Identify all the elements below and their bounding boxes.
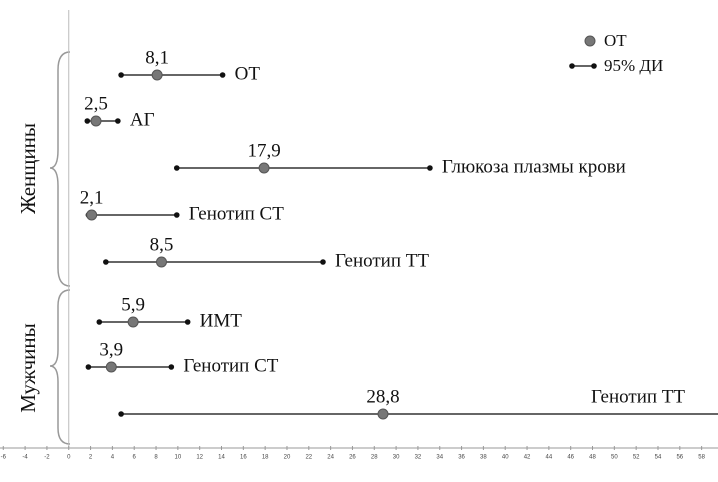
x-tick-label: 36 [458,455,465,461]
ci-low [84,118,91,124]
x-tick-label: -4 [22,455,28,461]
x-tick-label: 48 [589,455,596,461]
x-tick-label: 24 [327,455,334,461]
legend-end [591,63,597,69]
row-label: Генотип ТТ [591,386,685,407]
row-label: ИМТ [200,310,243,331]
ci-high [219,72,226,78]
x-tick-label: 44 [546,455,553,461]
legend-end [569,63,575,69]
x-tick-label: 6 [133,455,137,461]
point [377,408,389,420]
ci-low [118,411,124,417]
x-tick-label: 20 [284,455,291,461]
row-label: Генотип СТ [189,203,284,224]
group-brace [49,51,71,287]
row-label: АГ [130,109,155,130]
group-label: Женщины [16,123,40,214]
row-label: ОТ [235,63,261,84]
x-tick-label: 54 [655,455,662,461]
point [258,162,270,174]
ci-high [173,212,180,218]
ci-high [168,364,175,370]
point [155,256,167,268]
x-tick-label: 4 [111,455,115,461]
x-tick-label: 40 [502,455,509,461]
x-tick-label: -2 [44,455,50,461]
value-label: 8,5 [150,234,174,255]
x-tick-label: -6 [1,455,7,461]
x-tick-label: 52 [633,455,640,461]
x-tick-label: 10 [175,455,182,461]
x-tick-label: 50 [611,455,618,461]
x-tick-label: 28 [371,455,378,461]
x-tick-label: 30 [393,455,400,461]
group-brace [49,289,71,445]
x-tick-label: 16 [240,455,247,461]
x-tick-label: 22 [305,455,312,461]
ci-low [173,165,180,171]
group-label: Мужчины [16,323,40,413]
x-tick-label: 34 [436,455,443,461]
x-tick-label: 42 [524,455,531,461]
x-tick-label: 2 [89,455,93,461]
point [151,69,163,81]
legend-point [584,35,596,47]
x-tick-label: 56 [676,455,683,461]
value-label: 8,1 [145,47,169,68]
ci-low [118,72,124,78]
point [90,115,102,127]
legend-label: ОТ [604,31,627,50]
x-tick-label: 0 [67,455,71,461]
value-label: 17,9 [247,140,280,161]
x-tick-label: 14 [218,455,225,461]
ci-high [184,319,191,325]
ci-high [320,259,326,265]
ci-low [85,364,92,370]
row-label: Глюкоза плазмы крови [442,156,626,177]
row-label: Генотип ТТ [335,250,429,271]
x-tick-label: 58 [698,455,705,461]
value-label: 2,1 [80,187,104,208]
value-label: 2,5 [84,93,108,114]
x-tick-label: 32 [415,455,422,461]
ci-high [115,118,121,124]
point [127,316,139,328]
ci-low [96,319,103,325]
value-label: 28,8 [366,386,399,407]
point [86,209,98,221]
row-label: Генотип СТ [183,355,278,376]
legend-label: 95% ДИ [604,56,663,75]
x-tick-label: 26 [349,455,356,461]
ci-low [103,259,109,265]
value-label: 5,9 [121,294,145,315]
x-tick-label: 46 [567,455,574,461]
x-tick-label: 18 [262,455,269,461]
ci-high [427,165,433,171]
value-label: 3,9 [99,339,123,360]
x-tick-label: 12 [196,455,203,461]
point [105,361,117,373]
x-tick-label: 8 [154,455,158,461]
x-tick-label: 38 [480,455,487,461]
